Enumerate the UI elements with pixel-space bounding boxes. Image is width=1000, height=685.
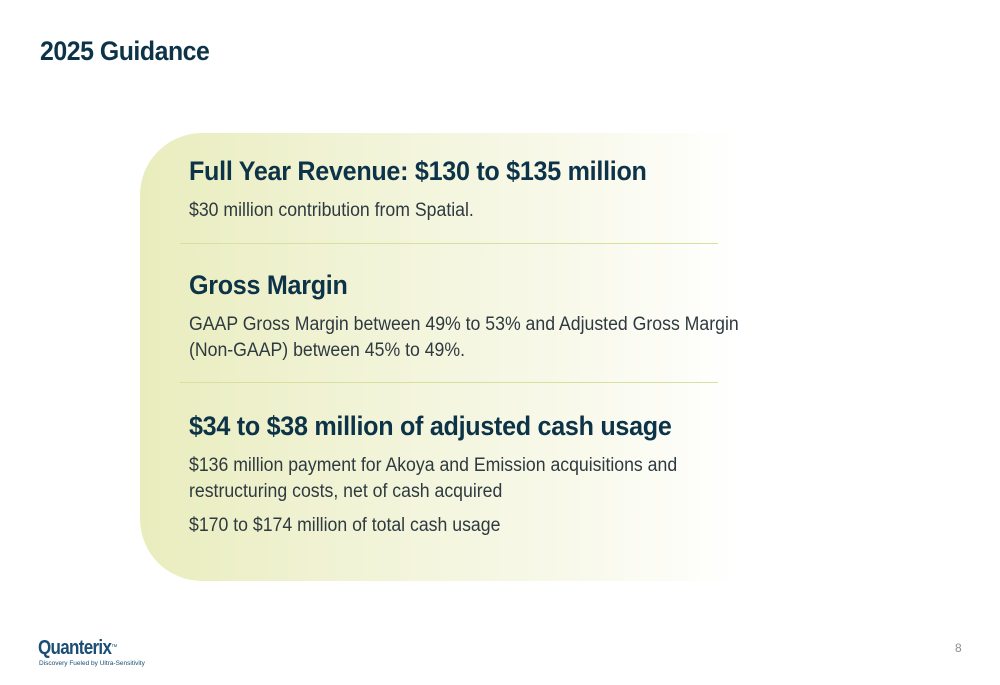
logo-name: Quanterix [38,637,112,659]
cash-usage-detail-line-2: restructuring costs, net of cash acquire… [189,481,503,502]
gross-margin-heading: Gross Margin [189,270,348,300]
gross-margin-detail-line-1: GAAP Gross Margin between 49% to 53% and… [189,314,739,335]
cash-usage-section: $34 to $38 million of adjusted cash usag… [189,410,714,539]
revenue-detail: $30 million contribution from Spatial. [189,200,474,221]
section-divider [180,382,718,383]
logo-trademark: ™ [111,644,117,651]
revenue-section: Full Year Revenue: $130 to $135 million … [189,155,681,224]
cash-usage-detail-line-1: $136 million payment for Akoya and Emiss… [189,455,678,476]
revenue-heading: Full Year Revenue: $130 to $135 million [189,156,647,186]
slide-title: 2025 Guidance [40,36,210,66]
cash-usage-heading: $34 to $38 million of adjusted cash usag… [189,411,672,441]
gross-margin-detail-line-2: (Non-GAAP) between 45% to 49%. [189,340,465,361]
page-number: 8 [955,641,962,655]
logo-tagline: Discovery Fueled by Ultra-Sensitivity [39,660,145,667]
gross-margin-section: Gross Margin GAAP Gross Margin between 4… [189,269,780,364]
quanterix-logo: Quanterix™ Discovery Fueled by Ultra-Sen… [38,638,145,667]
total-cash-usage: $170 to $174 million of total cash usage [189,515,501,536]
section-divider [180,243,718,244]
guidance-panel [140,133,740,581]
logo-wordmark: Quanterix™ [38,638,129,658]
